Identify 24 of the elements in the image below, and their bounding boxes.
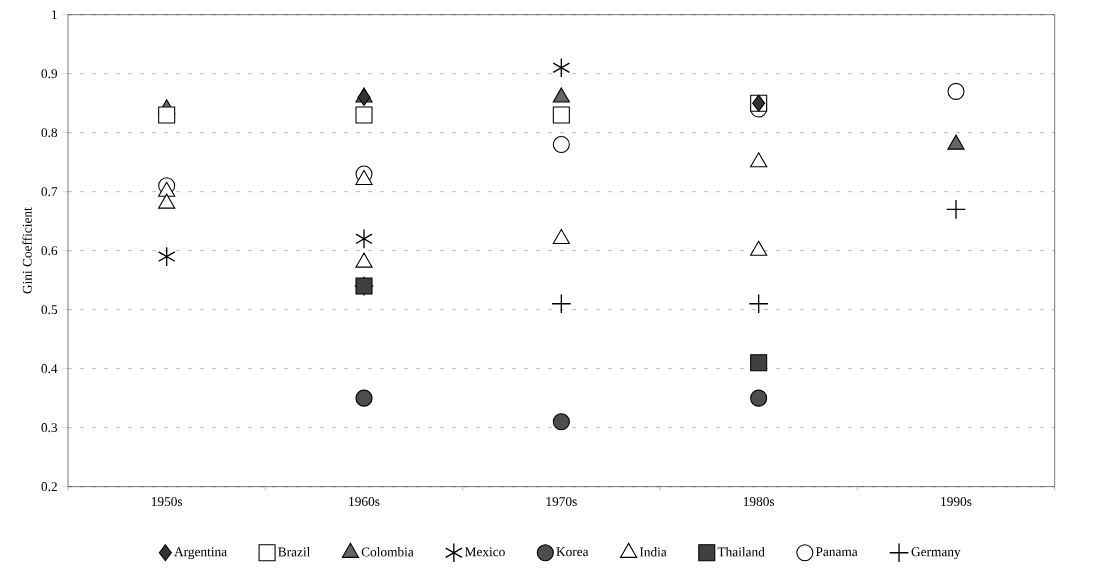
y-tick-label: 0.5: [41, 304, 58, 315]
legend-label: Thailand: [717, 546, 765, 557]
y-tick-label: 0.2: [41, 481, 57, 492]
y-tick-label: 1: [52, 10, 57, 19]
legend-label: Brazil: [278, 546, 311, 557]
legend-label: Colombia: [361, 546, 414, 557]
x-tick-label: 1960s: [349, 496, 380, 506]
y-tick-label: 0.6: [41, 245, 58, 256]
x-tick-label: 1950s: [151, 496, 183, 506]
legend-label: Argentina: [174, 547, 227, 559]
x-tick-label: 1990s: [941, 496, 972, 506]
legend-label: Mexico: [464, 547, 505, 557]
y-tick-label: 0.7: [41, 186, 58, 197]
y-axis-title: Gini Coefficient: [22, 207, 32, 294]
y-tick-label: 0.3: [41, 422, 58, 433]
legend-label: India: [639, 546, 667, 557]
legend-label: Germany: [911, 547, 961, 559]
legend-label: Panama: [815, 547, 858, 557]
legend-label: Korea: [556, 547, 589, 557]
y-tick-label: 0.9: [41, 68, 58, 79]
y-tick-label: 0.4: [41, 363, 58, 374]
y-tick-label: 0.8: [41, 127, 58, 138]
x-tick-label: 1980s: [743, 496, 775, 506]
x-tick-label: 1970s: [546, 496, 577, 506]
